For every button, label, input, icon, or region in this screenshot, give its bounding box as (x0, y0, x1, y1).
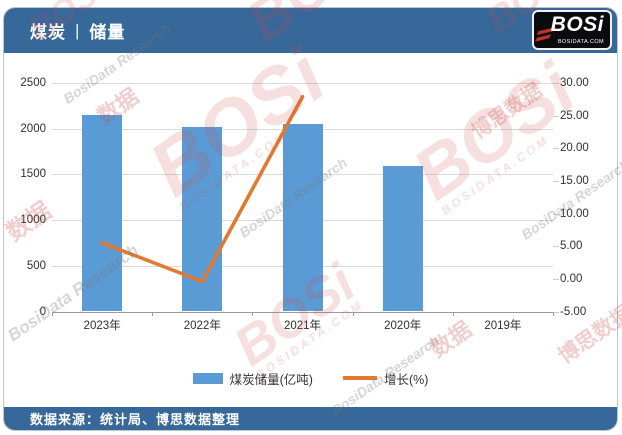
gridline (52, 83, 553, 84)
chart-card: 煤炭 | 储量 BOSi BOSIDATA.COM 煤炭储量(亿吨) 增长(%)… (3, 7, 618, 431)
x-axis-boundary-tick (252, 311, 254, 316)
header-bar: 煤炭 | 储量 BOSi BOSIDATA.COM (4, 8, 617, 53)
logo-domain-text: BOSIDATA.COM (557, 39, 604, 45)
x-axis-label: 2023年 (83, 320, 121, 332)
bar-2021年 (282, 124, 323, 312)
legend-line-swatch (342, 376, 377, 380)
title-separator: | (75, 20, 81, 40)
right-axis-tick-label: 5.00 (560, 240, 583, 253)
right-axis-tick-label: 20.00 (560, 142, 589, 155)
x-axis-label: 2019年 (484, 320, 522, 332)
left-axis-tick-label: 1000 (20, 214, 46, 227)
bar-2023年 (82, 114, 123, 312)
bar-2020年 (382, 166, 423, 312)
right-axis-tick-label: 10.00 (560, 207, 589, 220)
logo-brand-text: BOSi (550, 13, 604, 36)
right-axis-tick (553, 246, 559, 248)
x-axis-boundary-tick (52, 311, 53, 316)
legend-bar-swatch (192, 372, 223, 384)
footer-bar: 数据来源：统计局、博思数据整理 (4, 407, 617, 430)
chart-legend: 煤炭储量(亿吨) 增长(%) (4, 370, 617, 387)
left-axis-tick-label: 1500 (20, 168, 46, 181)
legend-bar-label: 煤炭储量(亿吨) (229, 372, 313, 387)
x-axis-label: 2022年 (183, 320, 221, 332)
right-axis-tick-label: 25.00 (560, 109, 589, 122)
right-axis-tick-label: -5.00 (560, 305, 587, 318)
left-axis-tick-label: 500 (26, 259, 46, 272)
right-axis-tick (553, 278, 559, 280)
x-axis-boundary-tick (352, 311, 354, 316)
right-axis-tick (553, 83, 559, 84)
legend-line-label: 增长(%) (383, 372, 429, 387)
right-axis-tick (553, 148, 559, 150)
right-axis-tick-label: 0.00 (560, 272, 583, 285)
title-right: 储量 (89, 23, 126, 42)
right-axis-tick-label: 15.00 (560, 174, 589, 187)
page-title: 煤炭 | 储量 (30, 8, 125, 53)
right-axis-tick (553, 115, 559, 117)
right-axis-tick-label: 30.00 (560, 77, 589, 89)
right-axis-tick (553, 180, 559, 182)
x-axis-boundary-tick (152, 311, 154, 316)
x-axis-boundary-tick (452, 311, 454, 316)
x-axis-label: 2020年 (384, 320, 422, 332)
data-source-text: 数据来源：统计局、博思数据整理 (30, 412, 241, 427)
right-axis-tick (553, 311, 559, 313)
x-axis-boundary-tick (553, 311, 554, 316)
title-left: 煤炭 (30, 23, 66, 42)
x-axis-label: 2021年 (283, 320, 322, 332)
x-axis-line (52, 311, 553, 313)
left-axis-tick-label: 2500 (20, 77, 46, 89)
right-axis-tick (553, 213, 559, 215)
left-axis-tick-label: 2000 (20, 122, 46, 135)
bosi-logo: BOSi BOSIDATA.COM (532, 10, 612, 50)
left-axis-tick-label: 0 (39, 305, 46, 318)
